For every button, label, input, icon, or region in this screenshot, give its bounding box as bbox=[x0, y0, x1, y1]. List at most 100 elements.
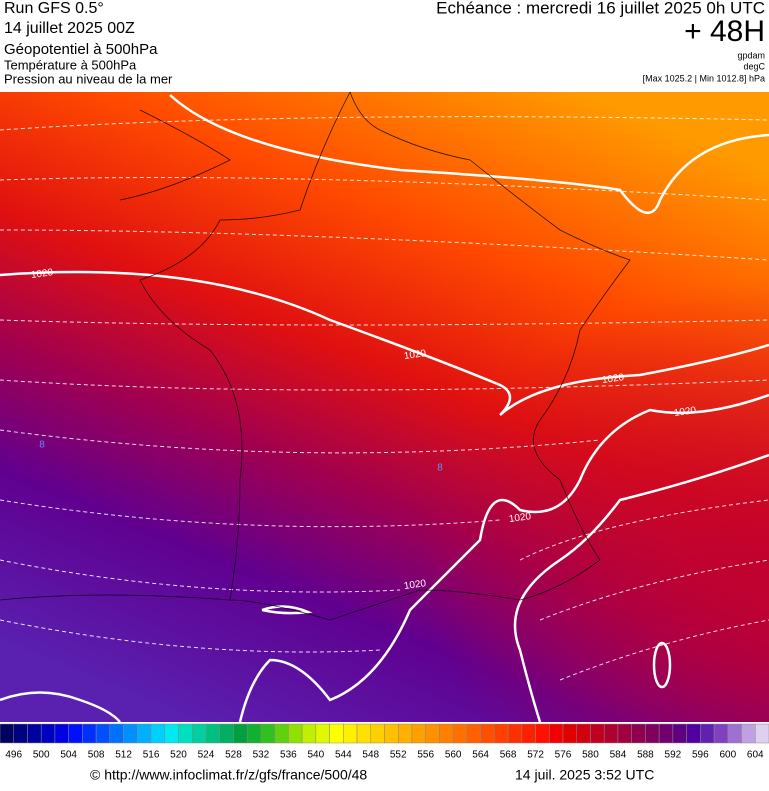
color-swatch bbox=[246, 723, 262, 744]
color-swatch bbox=[343, 723, 358, 744]
color-swatch bbox=[82, 723, 97, 744]
color-swatch bbox=[713, 723, 729, 744]
color-swatch bbox=[658, 723, 674, 744]
color-swatch bbox=[411, 723, 426, 744]
colorbar-label: 548 bbox=[362, 750, 379, 761]
color-swatch bbox=[425, 723, 440, 744]
color-swatch bbox=[494, 723, 509, 744]
color-swatch bbox=[576, 723, 591, 744]
unit: degC bbox=[743, 61, 765, 71]
echeance: Echéance : mercredi 16 juillet 2025 0h U… bbox=[436, 0, 765, 17]
color-swatch bbox=[40, 723, 56, 744]
header-line: Run GFS 0.5° bbox=[4, 0, 104, 17]
isotherms bbox=[0, 116, 769, 681]
header: Run GFS 0.5° 14 juillet 2025 00Z Géopote… bbox=[4, 0, 766, 86]
color-swatch bbox=[384, 723, 399, 744]
color-swatch bbox=[68, 723, 83, 744]
colorbar-label: 580 bbox=[582, 750, 599, 761]
color-swatch bbox=[164, 723, 179, 744]
colorbar-label: 536 bbox=[280, 750, 297, 761]
color-swatch bbox=[672, 723, 687, 744]
colorbar-label: 596 bbox=[692, 750, 709, 761]
contour-label: 1020 bbox=[30, 267, 54, 281]
color-swatch bbox=[590, 723, 605, 744]
color-swatch bbox=[0, 723, 14, 744]
color-swatch bbox=[301, 723, 317, 744]
header-line: 14 juillet 2025 00Z bbox=[4, 20, 135, 37]
colorbar-label: 604 bbox=[747, 750, 764, 761]
colorbar-label: 584 bbox=[610, 750, 627, 761]
source-url: © http://www.infoclimat.fr/z/gfs/france/… bbox=[90, 767, 367, 783]
color-swatch bbox=[755, 723, 769, 744]
colorbar-label: 588 bbox=[637, 750, 654, 761]
color-swatch bbox=[95, 723, 111, 744]
colorbar-label: 508 bbox=[88, 750, 105, 761]
color-swatch bbox=[288, 723, 303, 744]
colorbar-label: 524 bbox=[198, 750, 215, 761]
unit: gpdam bbox=[737, 50, 765, 60]
extremes: [Max 1025.2 | Min 1012.8] hPa bbox=[643, 73, 765, 83]
color-swatch bbox=[205, 723, 220, 744]
color-swatch bbox=[466, 723, 481, 744]
colorbar-label: 572 bbox=[527, 750, 544, 761]
color-swatch bbox=[260, 723, 275, 744]
color-swatch bbox=[219, 723, 234, 744]
color-swatch bbox=[631, 723, 646, 744]
colorbar: 496 500 504 508 512 516 520 524 528 532 536 540 544 5… bbox=[0, 723, 769, 761]
header-line: Pression au niveau de la mer bbox=[4, 71, 173, 86]
colorbar-label: 568 bbox=[500, 750, 517, 761]
color-swatch bbox=[507, 723, 523, 744]
colorbar-label: 576 bbox=[555, 750, 572, 761]
color-swatch bbox=[686, 723, 701, 744]
color-swatch bbox=[150, 723, 166, 744]
colorbar-label: 592 bbox=[665, 750, 682, 761]
contour-label: 1020 bbox=[508, 511, 532, 525]
header-line: Température à 500hPa bbox=[4, 57, 137, 72]
color-swatch bbox=[13, 723, 28, 744]
colorbar-label: 564 bbox=[472, 750, 489, 761]
borders bbox=[0, 91, 631, 621]
map: 1020 1020 1020 1020 1020 1020 8 8 bbox=[0, 91, 769, 723]
color-swatch bbox=[192, 723, 207, 744]
colorbar-label: 500 bbox=[33, 750, 50, 761]
colorbar-label: 540 bbox=[307, 750, 324, 761]
color-swatch bbox=[137, 723, 152, 744]
colorbar-label: 556 bbox=[417, 750, 434, 761]
colorbar-label: 520 bbox=[170, 750, 187, 761]
color-swatch bbox=[741, 723, 756, 744]
contour-label: 8 bbox=[437, 463, 443, 474]
color-swatch bbox=[603, 723, 619, 744]
color-swatch bbox=[727, 723, 742, 744]
color-swatch bbox=[562, 723, 578, 744]
colorbar-label: 544 bbox=[335, 750, 352, 761]
colorbar-label: 528 bbox=[225, 750, 242, 761]
color-swatch bbox=[700, 723, 715, 744]
map-field bbox=[0, 92, 769, 722]
contour-label: 1020 bbox=[601, 372, 625, 386]
color-swatch bbox=[274, 723, 289, 744]
colorbar-label: 512 bbox=[115, 750, 132, 761]
colorbar-label: 516 bbox=[143, 750, 160, 761]
color-swatch bbox=[123, 723, 138, 744]
isobars bbox=[0, 94, 769, 723]
color-swatch bbox=[645, 723, 660, 744]
colorbar-label: 600 bbox=[719, 750, 736, 761]
color-swatch bbox=[54, 723, 69, 744]
run-date: 14 juil. 2025 3:52 UTC bbox=[515, 767, 654, 783]
colorbar-label: 504 bbox=[60, 750, 77, 761]
color-swatch bbox=[178, 723, 193, 744]
contour-label: 1020 bbox=[403, 578, 427, 592]
color-swatch bbox=[27, 723, 42, 744]
color-swatch bbox=[521, 723, 536, 744]
color-swatch bbox=[439, 723, 454, 744]
contour-label: 8 bbox=[39, 440, 45, 451]
footer: © http://www.infoclimat.fr/z/gfs/france/… bbox=[90, 767, 654, 783]
color-swatch bbox=[233, 723, 248, 744]
color-swatch bbox=[315, 723, 330, 744]
colorbar-label: 552 bbox=[390, 750, 407, 761]
color-swatch bbox=[480, 723, 495, 744]
color-swatch bbox=[109, 723, 124, 744]
color-swatch bbox=[549, 723, 564, 744]
